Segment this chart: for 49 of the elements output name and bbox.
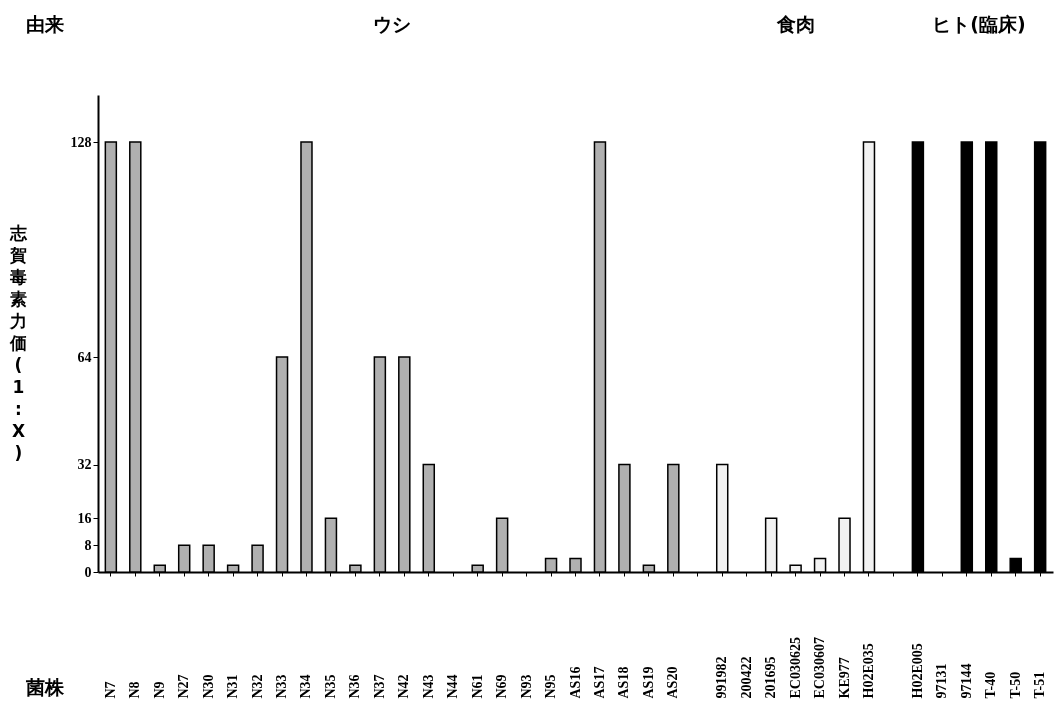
x-tick-label: N35 (322, 674, 338, 699)
y-tick-label: 32 (77, 457, 92, 473)
x-tick-label: N9 (151, 681, 167, 699)
x-tick-label: AS19 (640, 666, 656, 699)
x-tick-label: N31 (225, 674, 241, 699)
x-tick-label: 97144 (958, 663, 974, 699)
x-tick-label: N43 (420, 674, 436, 699)
x-tick-label: N95 (543, 674, 559, 699)
text: 志賀毒素力価 (1:X) (10, 222, 27, 463)
x-tick-label: N36 (347, 674, 363, 699)
x-tick-label: EC030607 (812, 637, 828, 699)
text: ヒト(臨床) (932, 13, 1026, 35)
x-tick-label: AS16 (567, 666, 583, 699)
text: 菌株 (25, 676, 65, 698)
x-tick-label: N69 (494, 674, 510, 699)
x-tick-label: N27 (176, 674, 192, 699)
y-tick-label: 16 (77, 510, 92, 526)
x-tick-label: N34 (298, 674, 314, 699)
y-tick-label: 128 (70, 134, 92, 150)
x-tick-label: T-40 (983, 671, 999, 699)
x-tick-label: N37 (371, 674, 387, 699)
x-tick-label: AS18 (616, 666, 632, 699)
x-tick-label: N61 (469, 674, 485, 699)
x-tick-label: 991982 (714, 656, 730, 699)
x-tick-label: N42 (396, 674, 412, 699)
x-tick-label: H02E005 (909, 643, 925, 699)
x-tick-label: 97131 (934, 663, 950, 699)
x-tick-label: N30 (200, 674, 216, 699)
x-tick-label: N8 (127, 681, 143, 699)
x-tick-label: EC030625 (787, 637, 803, 699)
x-tick-label: 201695 (763, 656, 779, 699)
y-tick-label: 8 (84, 537, 92, 553)
x-tick-label: N93 (518, 674, 534, 699)
x-tick-label: N33 (274, 674, 290, 699)
x-tick-label: H02E035 (860, 643, 876, 699)
x-tick-label: T-51 (1032, 671, 1048, 699)
y-tick-label: 64 (77, 349, 92, 365)
x-tick-label: T-50 (1007, 671, 1023, 699)
x-tick-label: N7 (102, 681, 118, 699)
x-tick-label: N32 (249, 674, 265, 699)
text: 食肉 (775, 13, 815, 35)
x-tick-label: 200422 (738, 656, 754, 699)
x-tick-label: AS17 (591, 666, 607, 699)
x-tick-label: KE977 (836, 657, 852, 699)
text: 由来 (26, 13, 64, 35)
text: ウシ (373, 13, 412, 35)
x-tick-label: AS20 (665, 666, 681, 699)
x-tick-label: N44 (445, 674, 461, 699)
y-tick-label: 0 (84, 564, 92, 580)
